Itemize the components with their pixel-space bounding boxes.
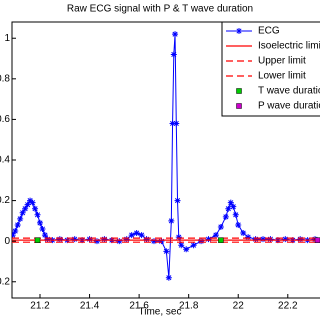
data-point — [174, 197, 181, 204]
data-point — [172, 31, 179, 38]
legend-marker — [236, 103, 242, 109]
legend-label: ECG — [258, 26, 280, 37]
data-point — [39, 226, 46, 232]
data-point — [222, 213, 229, 220]
data-point — [252, 236, 259, 243]
data-point — [101, 236, 108, 243]
data-point — [232, 211, 239, 218]
legend-label: Upper limit — [258, 56, 306, 67]
data-point — [163, 248, 170, 255]
data-point — [12, 228, 19, 235]
data-point — [218, 237, 224, 243]
data-point — [168, 217, 175, 224]
plot-area — [12, 31, 320, 281]
data-point — [267, 236, 274, 243]
data-point — [205, 236, 212, 243]
data-point — [37, 219, 43, 226]
data-point — [260, 236, 267, 243]
data-point — [240, 230, 247, 237]
y-tick-label: 0.6 — [0, 114, 10, 125]
data-point — [12, 232, 16, 239]
data-point — [29, 199, 36, 206]
data-point — [175, 234, 182, 241]
y-tick-label: 0.2 — [0, 195, 10, 206]
data-point — [44, 236, 51, 243]
data-point — [14, 221, 21, 228]
data-point — [198, 238, 205, 245]
data-point — [150, 238, 157, 245]
legend-label: Isoelectric limit — [258, 41, 320, 52]
data-point — [170, 51, 177, 58]
legend-label: P wave duration — [258, 101, 320, 112]
data-point — [27, 197, 34, 204]
chart-title: Raw ECG signal with P & T wave duration — [67, 4, 253, 15]
legend-label: T wave duration — [258, 86, 320, 97]
data-point — [225, 205, 232, 212]
x-tick-label: 22.2 — [278, 301, 298, 312]
data-point — [282, 236, 289, 243]
data-point — [19, 209, 26, 216]
data-point — [128, 232, 135, 239]
x-tick-label: 21.8 — [179, 301, 199, 312]
y-tick-label: 0.8 — [0, 73, 10, 84]
data-point — [56, 236, 63, 243]
data-point — [169, 120, 176, 127]
data-point — [71, 236, 78, 243]
data-point — [133, 230, 140, 237]
x-tick-label: 21.4 — [80, 301, 100, 312]
y-tick-label: 1 — [4, 33, 10, 44]
data-point — [217, 223, 224, 230]
x-tick-label: 21.2 — [30, 301, 50, 312]
data-point — [212, 232, 219, 239]
data-point — [178, 242, 185, 249]
data-point — [22, 205, 29, 212]
data-point — [158, 238, 165, 245]
legend-marker — [236, 88, 242, 94]
data-point — [86, 236, 93, 243]
x-axis-label: Time, sec — [139, 307, 182, 318]
data-point — [173, 120, 180, 127]
legend-box — [221, 21, 320, 117]
data-point — [123, 236, 130, 243]
y-tick-label: 0.4 — [0, 155, 10, 166]
legend: ECG Isoelectric limit Upper limit Lower lim… — [221, 21, 320, 117]
data-point — [235, 221, 242, 228]
y-tick-label: -0.2 — [0, 276, 10, 287]
data-point — [297, 236, 304, 243]
data-point — [93, 238, 100, 245]
data-point — [314, 237, 320, 243]
data-point — [34, 211, 41, 218]
data-point — [143, 236, 150, 243]
data-point — [24, 201, 31, 208]
data-point — [165, 274, 172, 281]
data-point — [138, 232, 145, 239]
data-point — [183, 246, 190, 253]
data-point — [34, 237, 41, 243]
x-tick-label: 21.6 — [129, 301, 149, 312]
data-point — [230, 203, 237, 210]
data-point — [116, 238, 123, 245]
data-point — [41, 232, 48, 239]
data-point — [227, 199, 234, 206]
data-point — [190, 242, 197, 249]
legend-label: Lower limit — [258, 71, 306, 82]
legend-marker — [236, 28, 242, 34]
data-point — [32, 205, 39, 212]
data-point — [17, 215, 24, 222]
data-point — [245, 234, 252, 241]
x-tick-label: 22 — [233, 301, 245, 312]
y-tick-label: 0 — [4, 236, 10, 247]
